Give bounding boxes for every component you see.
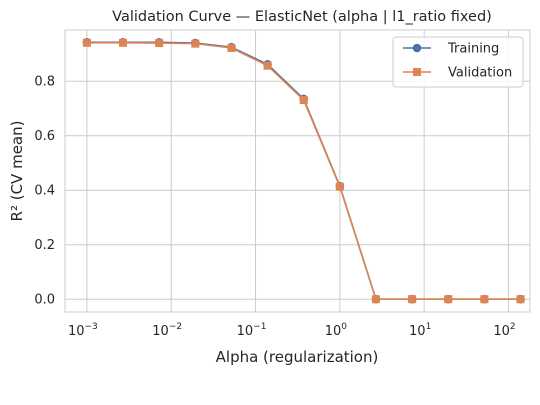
data-point-validation xyxy=(371,295,380,304)
data-point-validation xyxy=(227,43,236,52)
y-tick-labels: 0.0 0.2 0.4 0.6 0.8 xyxy=(34,75,55,308)
y-tick-label: 0.6 xyxy=(34,129,55,144)
legend: Training Validation xyxy=(392,36,524,88)
y-tick-label: 0.8 xyxy=(34,75,55,90)
x-tick-label: 101 xyxy=(409,322,431,339)
legend-entry-training: Training xyxy=(403,42,499,57)
data-point-validation xyxy=(118,38,127,47)
x-axis-label: Alpha (regularization) xyxy=(216,348,379,366)
chart-title: Validation Curve — ElasticNet (alpha | l… xyxy=(112,9,492,25)
plot-frame xyxy=(64,29,531,313)
y-tick-label: 0.2 xyxy=(34,238,55,253)
x-tick-label: 102 xyxy=(493,322,515,339)
data-point-validation xyxy=(263,61,272,70)
series-layer xyxy=(82,37,525,304)
legend-marker-validation xyxy=(413,68,421,76)
x-tick-label: 10−2 xyxy=(152,322,182,339)
data-point-validation xyxy=(408,295,417,304)
y-axis-label: R² (CV mean) xyxy=(8,121,26,222)
legend-entry-validation: Validation xyxy=(403,66,512,81)
data-point-validation xyxy=(155,39,164,48)
x-tick-labels: 10−3 10−2 10−1 100 101 102 xyxy=(68,322,516,339)
legend-label-training: Training xyxy=(447,42,499,57)
x-tick-label: 100 xyxy=(325,322,348,339)
data-point-validation xyxy=(516,295,525,304)
data-point-validation xyxy=(444,295,453,304)
y-tick-label: 0.0 xyxy=(34,293,55,308)
data-point-validation xyxy=(480,295,489,304)
data-point-validation xyxy=(82,38,91,47)
legend-box xyxy=(392,36,524,88)
legend-label-validation: Validation xyxy=(448,66,512,81)
x-tick-label: 10−3 xyxy=(68,322,98,339)
data-point-validation xyxy=(335,182,344,191)
x-tick-label: 10−1 xyxy=(237,322,267,339)
legend-marker-training xyxy=(412,43,422,53)
data-point-validation xyxy=(191,39,200,48)
y-tick-label: 0.4 xyxy=(34,184,55,199)
data-point-validation xyxy=(299,96,308,105)
